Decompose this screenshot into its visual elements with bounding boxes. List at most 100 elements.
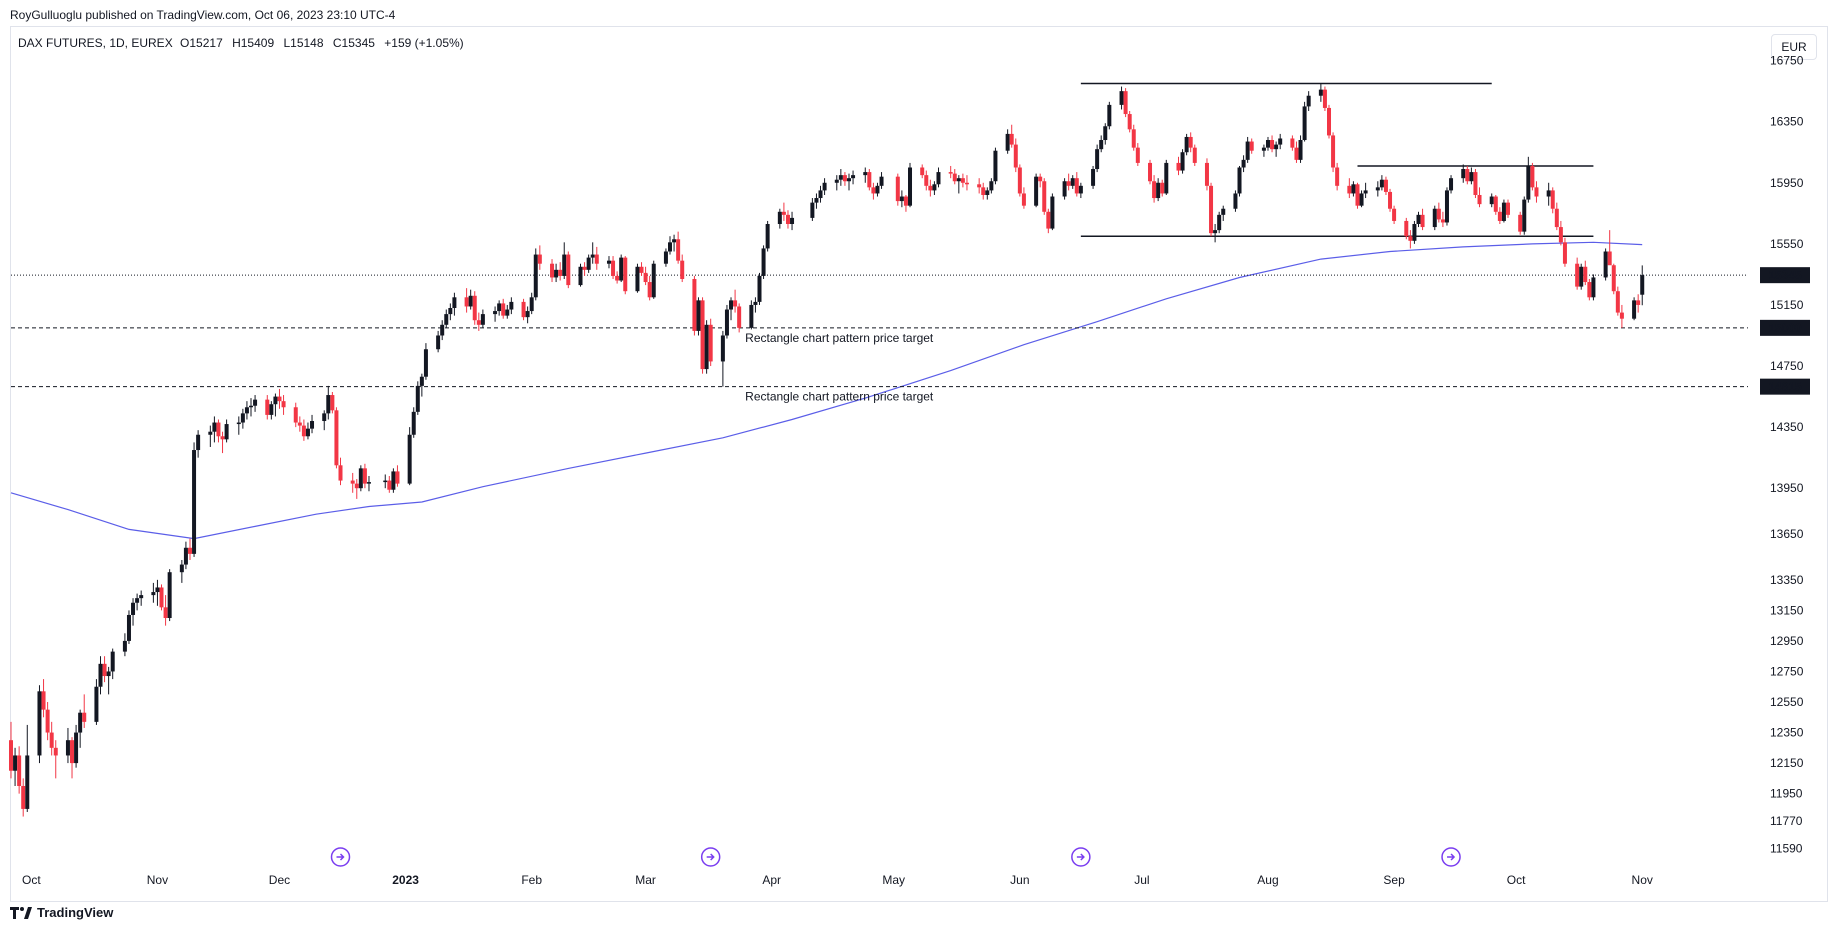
x-tick-label: Nov (147, 873, 168, 887)
candle-body (1322, 89, 1327, 108)
candle-body (151, 592, 156, 596)
price-label: 15000 (1768, 321, 1802, 335)
candle-body (977, 184, 982, 188)
candle-body (529, 297, 534, 312)
event-marker-icon[interactable] (1441, 847, 1461, 867)
candle-body (126, 614, 131, 641)
x-tick-label: Oct (22, 873, 41, 887)
candle-body (749, 304, 754, 328)
candle-body (586, 257, 591, 270)
candle-body (1152, 181, 1157, 199)
candle-body (1156, 182, 1161, 199)
candle-body (273, 396, 278, 405)
candle-body (1078, 185, 1083, 194)
y-tick-label: 12950 (1770, 634, 1804, 648)
currency-button[interactable]: EUR (1771, 34, 1817, 60)
candle-body (452, 297, 457, 308)
candle-body (155, 587, 160, 593)
candle-body (501, 303, 506, 316)
candle-body (871, 187, 876, 194)
event-marker-icon[interactable] (1071, 847, 1091, 867)
candle-body (700, 300, 705, 370)
candle-body (1021, 193, 1026, 206)
candle-body (1603, 251, 1608, 278)
annotation-label: Rectangle chart pattern price target (745, 390, 934, 404)
legend-low: L15148 (283, 36, 324, 50)
candle-body (960, 178, 965, 183)
candle-body (1412, 224, 1417, 241)
y-tick-label: 12750 (1770, 664, 1804, 678)
candle-body (236, 422, 241, 425)
candle-body (216, 422, 221, 437)
price-label: 14615 (1768, 380, 1802, 394)
y-tick-label: 14350 (1770, 420, 1804, 434)
candle-body (326, 395, 331, 414)
candle-body (1241, 159, 1246, 168)
candle-body (1392, 208, 1397, 221)
candle-body (1209, 185, 1214, 234)
candle-body (468, 295, 473, 307)
candle-body (1042, 181, 1047, 212)
candle-body (1135, 147, 1140, 163)
candle-body (330, 395, 335, 411)
candle-body (436, 335, 441, 350)
candle-body (78, 712, 83, 733)
candle-body (936, 172, 941, 185)
candle-body (1347, 185, 1352, 194)
candle-body (37, 691, 42, 756)
candle-body (74, 732, 79, 764)
candle-body (1562, 242, 1567, 264)
candle-body (448, 308, 453, 315)
candle-body (1530, 165, 1535, 188)
candle-body (297, 422, 302, 426)
publisher-line: RoyGulluoglu published on TradingView.co… (10, 8, 396, 22)
candle-body (98, 663, 103, 687)
candle-body (135, 598, 140, 603)
candle-body (1298, 140, 1303, 160)
y-tick-label: 12550 (1770, 695, 1804, 709)
candle-body (244, 407, 249, 414)
legend-symbol[interactable]: DAX FUTURES, 1D, EUREX (18, 36, 173, 50)
x-tick-label: Jul (1134, 873, 1149, 887)
candle-body (639, 266, 644, 273)
candle-body (924, 175, 929, 186)
candle-body (1046, 211, 1051, 229)
symbol-legend: DAX FUTURES, 1D, EUREX O15217 H15409 L15… (18, 36, 470, 50)
candle-body (1164, 162, 1169, 194)
candle-body (423, 349, 428, 377)
event-marker-arrow (1447, 853, 1456, 861)
candle-body (1383, 179, 1388, 192)
candle-body (362, 468, 367, 484)
candle-body (338, 465, 343, 481)
event-marker-icon[interactable] (700, 847, 721, 867)
candle-body (1404, 220, 1409, 237)
candle-body (1615, 291, 1620, 313)
candle-body (729, 300, 734, 310)
candle-body (1091, 169, 1096, 186)
candle-body (785, 214, 790, 225)
candle-body (1440, 219, 1445, 223)
candle-body (301, 425, 306, 437)
candle-body (322, 413, 327, 422)
candle-body (1302, 106, 1307, 141)
candle-body (1099, 140, 1104, 150)
y-tick-label: 13350 (1770, 573, 1804, 587)
candle-body (582, 266, 587, 270)
x-tick-label: Apr (762, 873, 781, 887)
candle-body (554, 269, 559, 278)
x-tick-label: Sep (1383, 873, 1405, 887)
candle-body (676, 239, 681, 261)
candle-body (1017, 167, 1022, 194)
candle-body (1558, 227, 1563, 243)
candle-body (696, 300, 701, 331)
candle-body (822, 182, 827, 191)
candle-body (305, 428, 310, 437)
y-tick-label: 15550 (1770, 237, 1804, 251)
candle-body (1192, 147, 1197, 163)
candle-body (651, 263, 656, 298)
candle-body (1444, 190, 1449, 223)
event-marker-icon[interactable] (330, 847, 351, 867)
y-tick-label: 13950 (1770, 481, 1804, 495)
candle-body (1217, 214, 1222, 231)
